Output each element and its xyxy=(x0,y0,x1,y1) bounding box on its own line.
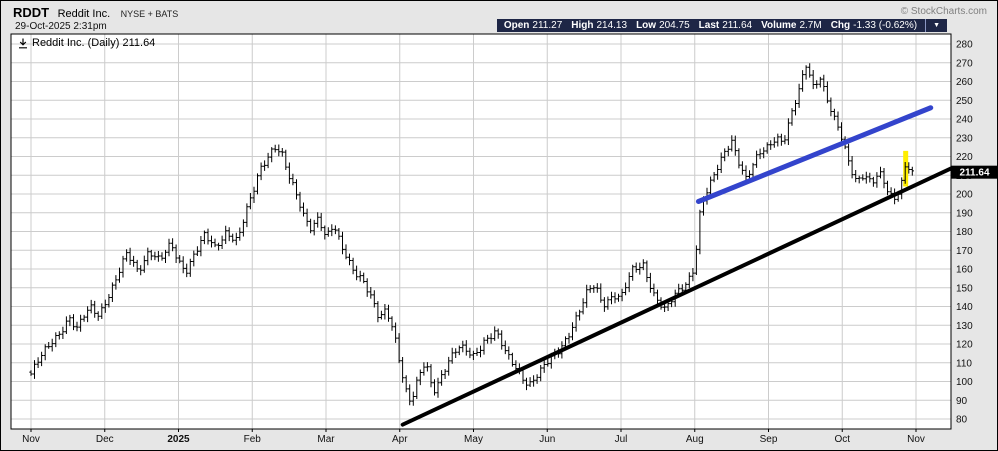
svg-text:110: 110 xyxy=(956,358,972,369)
chart-scale-icon xyxy=(18,38,28,49)
svg-text:Nov: Nov xyxy=(22,434,40,445)
quote-high: High 214.13 xyxy=(571,19,627,32)
svg-text:Dec: Dec xyxy=(96,434,114,445)
high-label: High xyxy=(571,20,594,31)
svg-text:Nov: Nov xyxy=(907,434,925,445)
svg-text:Aug: Aug xyxy=(686,434,704,445)
quote-bar: Open 211.27 High 214.13 Low 204.75 Last 211.… xyxy=(496,19,947,32)
quote-dropdown-icon[interactable]: ▼ xyxy=(925,19,940,32)
grid xyxy=(11,34,951,429)
last-value: 211.64 xyxy=(722,20,753,31)
svg-text:190: 190 xyxy=(956,208,973,219)
quote-volume: Volume 2.7M xyxy=(761,19,822,32)
svg-text:230: 230 xyxy=(956,133,973,144)
ticker-symbol: RDDT xyxy=(13,5,50,20)
exchange-name: NYSE + BATS xyxy=(120,9,179,19)
open-label: Open xyxy=(503,20,530,31)
quote-chg: Chg -1.33 (-0.62%) xyxy=(831,19,917,32)
last-label: Last xyxy=(698,20,720,31)
copyright-text: © StockCharts.com xyxy=(900,6,987,17)
svg-text:Sep: Sep xyxy=(760,434,778,445)
svg-text:90: 90 xyxy=(956,396,968,407)
volume-label: Volume xyxy=(761,20,797,31)
svg-text:200: 200 xyxy=(956,190,973,201)
last-price-label: 211.64 xyxy=(959,168,989,179)
svg-text:170: 170 xyxy=(956,246,973,257)
low-label: Low xyxy=(636,20,657,31)
svg-text:220: 220 xyxy=(956,152,973,163)
quote-low: Low 204.75 xyxy=(636,19,690,32)
svg-text:270: 270 xyxy=(956,58,973,69)
low-value: 204.75 xyxy=(659,20,690,31)
y-axis-labels: 8090100110120130140150160170180190200210… xyxy=(956,40,973,426)
svg-text:180: 180 xyxy=(956,227,973,238)
chg-label: Chg xyxy=(830,20,851,31)
svg-text:2025: 2025 xyxy=(167,434,190,445)
resistance-trendline[interactable] xyxy=(695,105,934,204)
last-price-tag xyxy=(951,165,997,179)
support-trendline[interactable] xyxy=(400,166,957,427)
svg-text:100: 100 xyxy=(956,377,973,388)
chart-timestamp: 29-Oct-2025 2:31pm xyxy=(15,21,107,32)
svg-text:160: 160 xyxy=(956,265,973,276)
chg-value: -1.33 (-0.62%) xyxy=(853,20,918,31)
svg-text:120: 120 xyxy=(956,340,973,351)
chart-title-row: RDDT Reddit Inc. NYSE + BATS xyxy=(13,4,179,20)
svg-text:240: 240 xyxy=(956,115,973,126)
quote-last: Last 211.64 xyxy=(699,19,752,32)
svg-text:Jun: Jun xyxy=(539,434,555,445)
volume-value: 2.7M xyxy=(799,20,822,31)
svg-text:Feb: Feb xyxy=(244,434,262,445)
svg-text:150: 150 xyxy=(956,283,973,294)
svg-text:Oct: Oct xyxy=(834,434,850,445)
high-value: 214.13 xyxy=(596,20,628,31)
svg-text:80: 80 xyxy=(956,415,968,426)
svg-text:Apr: Apr xyxy=(392,434,408,445)
x-axis-labels: Nov Dec 2025 Feb Mar Apr May Jun Jul Aug Sep Oct Nov xyxy=(22,429,925,445)
company-name: Reddit Inc. xyxy=(57,8,111,20)
svg-text:140: 140 xyxy=(956,302,973,313)
plot-legend: Reddit Inc. (Daily) 211.64 xyxy=(18,37,155,49)
plot-border xyxy=(10,33,952,430)
svg-text:250: 250 xyxy=(956,96,973,107)
svg-text:280: 280 xyxy=(956,40,973,51)
svg-text:260: 260 xyxy=(956,77,973,88)
svg-text:Mar: Mar xyxy=(317,434,335,445)
svg-text:May: May xyxy=(464,434,483,445)
svg-text:130: 130 xyxy=(956,321,973,332)
svg-text:Jul: Jul xyxy=(615,434,628,445)
open-value: 211.27 xyxy=(532,20,563,31)
quote-open: Open 211.27 xyxy=(504,19,562,32)
plot-legend-label: Reddit Inc. (Daily) 211.64 xyxy=(32,37,156,49)
